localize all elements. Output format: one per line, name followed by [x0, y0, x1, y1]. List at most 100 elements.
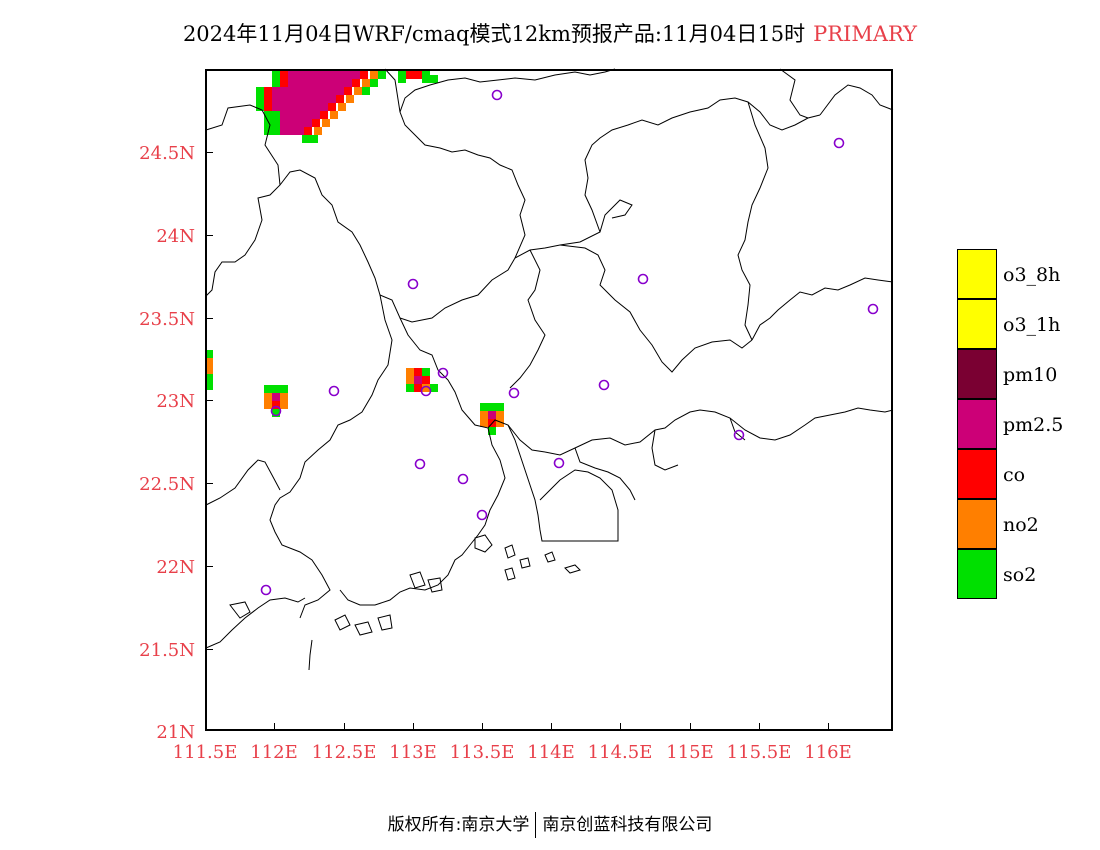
legend-swatch-co — [957, 449, 997, 499]
co-cell — [422, 376, 430, 384]
map-frame — [205, 69, 893, 731]
pm25-cell — [288, 127, 296, 135]
pm25-cell — [336, 71, 344, 79]
pm25-cell — [344, 79, 352, 87]
so2-cell — [422, 75, 430, 83]
y-tick-mark — [205, 483, 213, 484]
so2-cell — [398, 75, 406, 83]
pm25-cell — [280, 79, 288, 87]
so2-cell — [422, 368, 430, 376]
y-tick-mark — [205, 400, 213, 401]
pm25-cell — [336, 87, 344, 95]
x-tick-mark — [620, 723, 621, 731]
footer-divider — [535, 812, 537, 838]
pm25-cell — [296, 87, 304, 95]
no2-cell — [496, 419, 504, 427]
pm25-cell — [304, 95, 312, 103]
x-tick-mark — [551, 723, 552, 731]
monitoring-station-marker — [833, 137, 845, 149]
no2-cell — [362, 79, 370, 87]
pm25-cell — [360, 71, 368, 79]
y-tick-mark — [205, 152, 213, 153]
no2-cell — [480, 411, 488, 419]
pm25-cell — [280, 127, 288, 135]
no2-cell — [264, 401, 272, 409]
legend-label-o3-8h: o3_8h — [1003, 264, 1061, 286]
legend-swatch-so2 — [957, 549, 997, 599]
monitoring-station-marker — [407, 278, 419, 290]
so2-cell — [272, 79, 280, 87]
x-tick-mark — [482, 723, 483, 731]
so2-cell — [256, 95, 264, 103]
so2-cell — [256, 87, 264, 95]
no2-cell — [422, 384, 430, 392]
x-tick-mark — [759, 723, 760, 731]
pm25-cell — [304, 87, 312, 95]
pm25-cell — [296, 71, 304, 79]
so2-cell — [488, 427, 496, 435]
so2-cell — [272, 71, 280, 79]
pm25-cell — [336, 79, 344, 87]
y-tick-label: 23N — [156, 391, 195, 412]
pm25-cell — [272, 393, 280, 401]
pm25-cell — [288, 103, 296, 111]
x-tick-label: 111.5E — [172, 742, 238, 763]
so2-cell — [310, 135, 318, 143]
pm25-cell — [280, 71, 288, 79]
no2-cell — [322, 119, 330, 127]
legend-swatch-pm25 — [957, 399, 997, 449]
so2-cell — [205, 350, 213, 358]
pm25-cell — [320, 103, 328, 111]
monitoring-station-marker — [270, 405, 282, 417]
x-tick-mark — [690, 723, 691, 731]
pm25-cell — [304, 119, 312, 127]
no2-cell — [496, 411, 504, 419]
so2-cell — [272, 409, 280, 417]
pm25-cell — [296, 103, 304, 111]
no2-cell — [205, 358, 213, 366]
y-tick-label: 22N — [156, 557, 195, 578]
pm25-cell — [280, 119, 288, 127]
pm25-cell — [328, 95, 336, 103]
legend-label-pm25: pm2.5 — [1003, 414, 1064, 436]
pm25-cell — [272, 103, 280, 111]
legend-swatch-pm10 — [957, 349, 997, 399]
so2-cell — [370, 79, 378, 87]
x-tick-label: 115.5E — [726, 742, 792, 763]
pm25-cell — [312, 79, 320, 87]
so2-cell — [378, 71, 386, 79]
monitoring-station-marker — [457, 473, 469, 485]
pm25-cell — [414, 376, 422, 384]
no2-cell — [330, 111, 338, 119]
pm25-cell — [288, 79, 296, 87]
y-tick-label: 21.5N — [139, 640, 195, 661]
x-tick-mark — [413, 723, 414, 731]
y-tick-label: 22.5N — [139, 474, 195, 495]
pm25-cell — [272, 95, 280, 103]
co-cell — [414, 368, 422, 376]
so2-cell — [272, 385, 280, 393]
no2-cell — [205, 366, 213, 374]
no2-cell — [346, 95, 354, 103]
copyright-owner: 版权所有:南京大学 — [387, 815, 530, 835]
x-tick-mark — [344, 723, 345, 731]
legend-swatch-o3-8h — [957, 249, 997, 299]
pm25-cell — [272, 111, 280, 119]
pm25-cell — [280, 95, 288, 103]
monitoring-station-marker — [260, 584, 272, 596]
monitoring-station-marker — [328, 385, 340, 397]
pm25-cell — [312, 95, 320, 103]
pm25-cell — [320, 79, 328, 87]
pm25-cell — [312, 103, 320, 111]
pm25-cell — [328, 71, 336, 79]
x-tick-mark — [274, 723, 275, 731]
legend-label-so2: so2 — [1003, 564, 1037, 586]
legend-label-pm10: pm10 — [1003, 364, 1058, 386]
so2-cell — [205, 374, 213, 382]
so2-cell — [205, 382, 213, 390]
pm25-cell — [328, 87, 336, 95]
pm25-cell — [296, 127, 304, 135]
no2-cell — [406, 368, 414, 376]
pm25-cell — [272, 87, 280, 95]
